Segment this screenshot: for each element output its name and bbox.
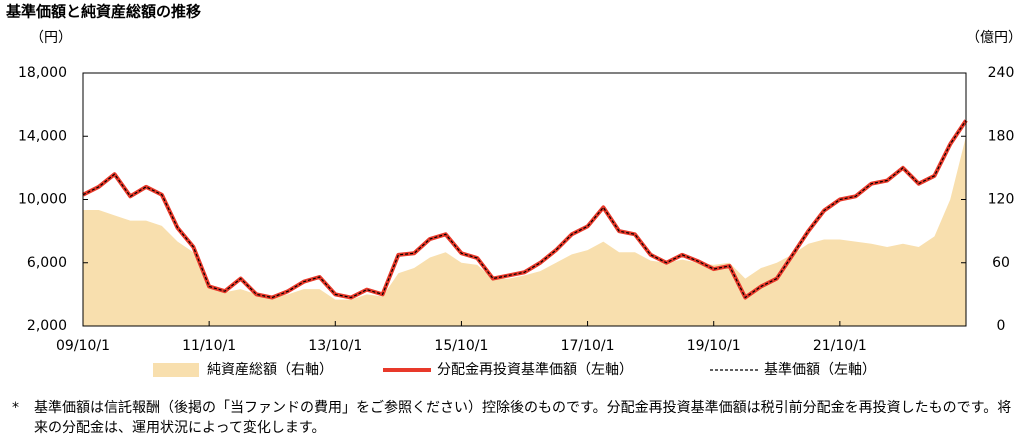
y-tick-label: 18,000	[18, 65, 67, 81]
legend-swatch	[153, 363, 199, 377]
x-tick-label: 15/10/1	[434, 338, 488, 354]
y-tick-label: 14,000	[18, 128, 67, 144]
legend-label: 基準価額（左軸）	[764, 361, 876, 378]
legend-label: 分配金再投資基準価額（左軸）	[437, 361, 633, 378]
y2-tick-label: 0	[997, 318, 1006, 334]
x-tick-label: 21/10/1	[813, 338, 867, 354]
y2-tick-label: 120	[988, 192, 1015, 208]
legend-label: 純資産総額（右軸）	[207, 362, 333, 378]
y2-tick-label: 180	[988, 128, 1015, 144]
x-tick-label: 09/10/1	[56, 338, 110, 354]
x-tick-label: 11/10/1	[182, 338, 236, 354]
y-tick-label: 2,000	[27, 318, 67, 334]
chart-title: 基準価額と純資産総額の推移	[5, 3, 201, 21]
y2-tick-label: 240	[988, 65, 1015, 81]
chart: 基準価額と純資産総額の推移 （円） （億円） 2,000 6,000 10,000 1…	[5, 3, 1022, 379]
y2-axis-label: （億円）	[966, 30, 1022, 46]
area	[83, 136, 966, 326]
y-tick-label: 10,000	[18, 192, 67, 208]
footnote: * 基準価額は信託報酬（後掲の「当ファンドの費用」をご参照ください）控除後のもので…	[12, 398, 1012, 438]
footnote-text: 基準価額は信託報酬（後掲の「当ファンドの費用」をご参照ください）控除後のものです…	[34, 400, 1012, 436]
y2-tick-label: 60	[992, 255, 1010, 271]
footnote-marker: *	[12, 400, 19, 416]
x-tick-label: 17/10/1	[561, 338, 615, 354]
x-tick-label: 13/10/1	[308, 338, 362, 354]
y-axis-label: （円）	[30, 30, 72, 46]
line	[82, 120, 967, 299]
x-tick-label: 19/10/1	[687, 338, 741, 354]
y-tick-label: 6,000	[27, 255, 67, 271]
